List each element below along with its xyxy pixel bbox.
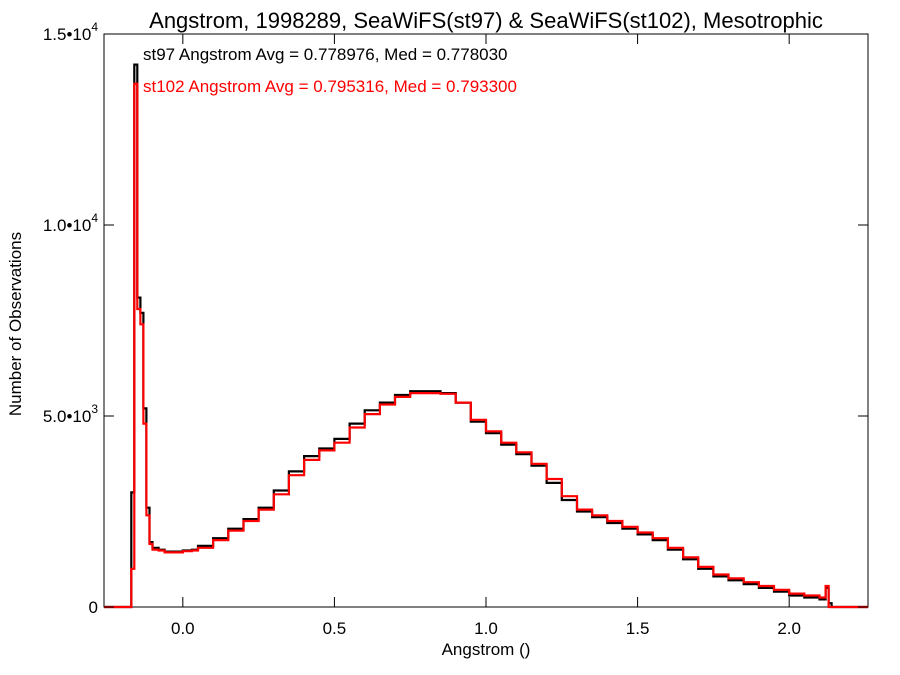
annotation-st97: st97 Angstrom Avg = 0.778976, Med = 0.77…	[143, 45, 508, 64]
y-axis-label: Number of Observations	[6, 232, 25, 416]
series-line-st97	[104, 63, 868, 609]
y-tick-label: 0	[89, 598, 98, 617]
chart-title: Angstrom, 1998289, SeaWiFS(st97) & SeaWi…	[149, 8, 823, 33]
y-tick-label: 5.0•103	[43, 402, 99, 426]
x-tick-label: 1.0	[474, 619, 498, 638]
x-tick-label: 0.0	[171, 619, 195, 638]
x-axis-label: Angstrom ()	[442, 640, 531, 659]
y-tick-label: 1.5•104	[43, 20, 99, 44]
x-tick-label: 2.0	[777, 619, 801, 638]
series-group	[104, 63, 868, 609]
annotation-st102: st102 Angstrom Avg = 0.795316, Med = 0.7…	[143, 77, 517, 96]
plot-frame	[103, 33, 869, 608]
x-tick-label: 0.5	[323, 619, 347, 638]
plot-area	[103, 33, 869, 608]
y-tick-label: 1.0•104	[43, 211, 99, 235]
x-tick-label: 1.5	[626, 619, 650, 638]
axes: 0.0 0.5 1.0 1.5 2.0 0 5.0•103 1.0•104 1.5•104	[43, 20, 868, 638]
series-line-st102	[104, 82, 868, 609]
